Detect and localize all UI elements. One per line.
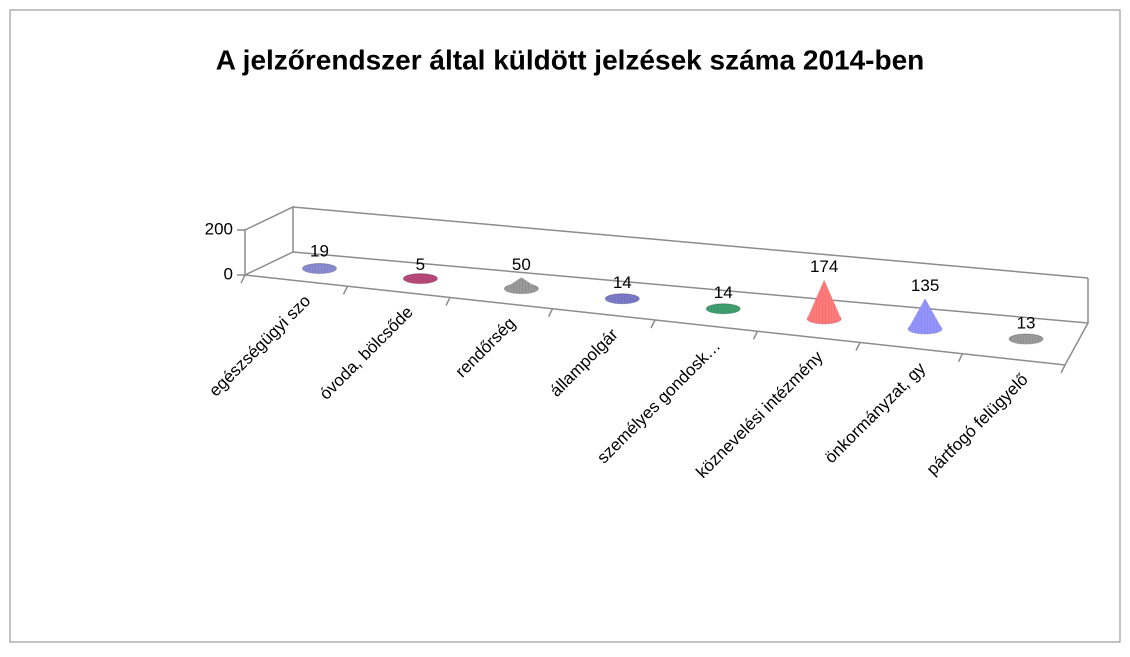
value-label: 13 xyxy=(1017,314,1036,333)
x-tick-label: rendőrség xyxy=(452,314,520,382)
x-tick xyxy=(855,342,861,351)
value-label: 50 xyxy=(512,255,531,274)
cone xyxy=(705,303,741,315)
cone xyxy=(402,273,438,285)
x-tick-label: köznevelési intézmény xyxy=(692,347,827,482)
value-label: 14 xyxy=(714,283,733,302)
x-tick-label: személyes gondosk… xyxy=(593,336,724,467)
cone xyxy=(1008,333,1044,345)
cone xyxy=(503,277,539,295)
x-tick xyxy=(752,330,759,340)
cone xyxy=(301,263,337,275)
cone xyxy=(806,279,842,325)
x-tick xyxy=(342,285,349,295)
value-label: 19 xyxy=(310,242,329,261)
x-tick xyxy=(240,274,246,284)
chart-title: A jelzőrendszer által küldött jelzések s… xyxy=(216,44,925,75)
x-tick xyxy=(445,297,451,306)
x-tick xyxy=(650,319,656,329)
frame xyxy=(9,9,1121,643)
x-tick-label: önkormányzat, gy xyxy=(821,358,930,467)
cone xyxy=(907,298,943,335)
x-tick xyxy=(957,353,964,363)
x-tick xyxy=(1060,364,1066,374)
cone xyxy=(604,293,640,305)
value-label: 14 xyxy=(613,273,632,292)
value-label: 174 xyxy=(810,257,838,276)
y-tick-label: 0 xyxy=(224,264,233,283)
value-label: 135 xyxy=(911,276,939,295)
x-tick xyxy=(547,308,554,318)
x-tick-label: állampolgár xyxy=(546,325,622,401)
left-wall xyxy=(244,205,294,275)
x-tick-label: óvoda, bölcsőde xyxy=(316,302,417,403)
x-tick-label: pártfogó felügyelő xyxy=(923,370,1032,479)
x-tick-label: egészségügyi szo xyxy=(205,291,314,400)
value-label: 5 xyxy=(416,255,425,274)
back-wall xyxy=(292,206,1089,279)
y-tick-label: 200 xyxy=(205,219,233,238)
